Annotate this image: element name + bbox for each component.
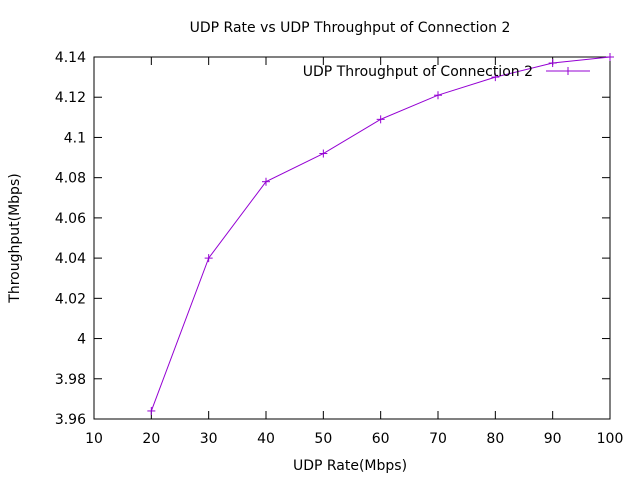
data-point xyxy=(606,53,614,61)
x-tick-label: 10 xyxy=(85,431,103,447)
data-point xyxy=(319,149,328,158)
data-point xyxy=(548,59,557,68)
x-tick-label: 70 xyxy=(429,431,447,447)
data-point xyxy=(262,177,270,186)
x-tick-label: 40 xyxy=(257,431,275,447)
plot-area-frame xyxy=(93,56,611,420)
y-tick-label: 4.04 xyxy=(55,251,86,267)
x-tick-label: 60 xyxy=(372,431,390,447)
x-tick-label: 50 xyxy=(314,431,332,447)
legend: UDP Throughput of Connection 2 xyxy=(303,64,590,80)
y-axis: 3.96 3.98 4 4.02 4.04 4.06 4.08 4.1 4.12 4.14 xyxy=(55,50,610,428)
y-tick-label: 4.06 xyxy=(55,211,86,227)
y-tick-label: 4 xyxy=(77,332,86,348)
y-tick-label: 4.08 xyxy=(55,171,86,187)
y-tick-label: 4.12 xyxy=(55,90,86,106)
series-layer xyxy=(147,53,614,415)
series-line xyxy=(150,56,611,412)
y-axis-label: Throughput(Mbps) xyxy=(7,173,23,303)
data-point xyxy=(491,73,500,82)
x-tick-label: 20 xyxy=(142,431,160,447)
y-tick-label: 4.14 xyxy=(55,50,86,66)
x-tick-label: 80 xyxy=(486,431,504,447)
data-point xyxy=(434,91,442,100)
y-tick-label: 3.96 xyxy=(55,412,86,428)
x-axis: 10 20 30 40 50 60 70 80 90 100 xyxy=(85,57,623,447)
x-tick-label: 100 xyxy=(597,431,624,447)
data-point xyxy=(204,254,213,263)
data-point xyxy=(376,115,385,124)
chart-title: UDP Rate vs UDP Throughput of Connection… xyxy=(190,20,511,36)
y-tick-label: 4.1 xyxy=(64,130,86,146)
data-point xyxy=(147,406,156,415)
legend-label: UDP Throughput of Connection 2 xyxy=(303,64,533,80)
y-tick-label: 4.02 xyxy=(55,291,86,307)
x-axis-label: UDP Rate(Mbps) xyxy=(293,458,407,474)
y-tick-label: 3.98 xyxy=(55,372,86,388)
x-tick-label: 30 xyxy=(200,431,218,447)
x-tick-label: 90 xyxy=(544,431,562,447)
